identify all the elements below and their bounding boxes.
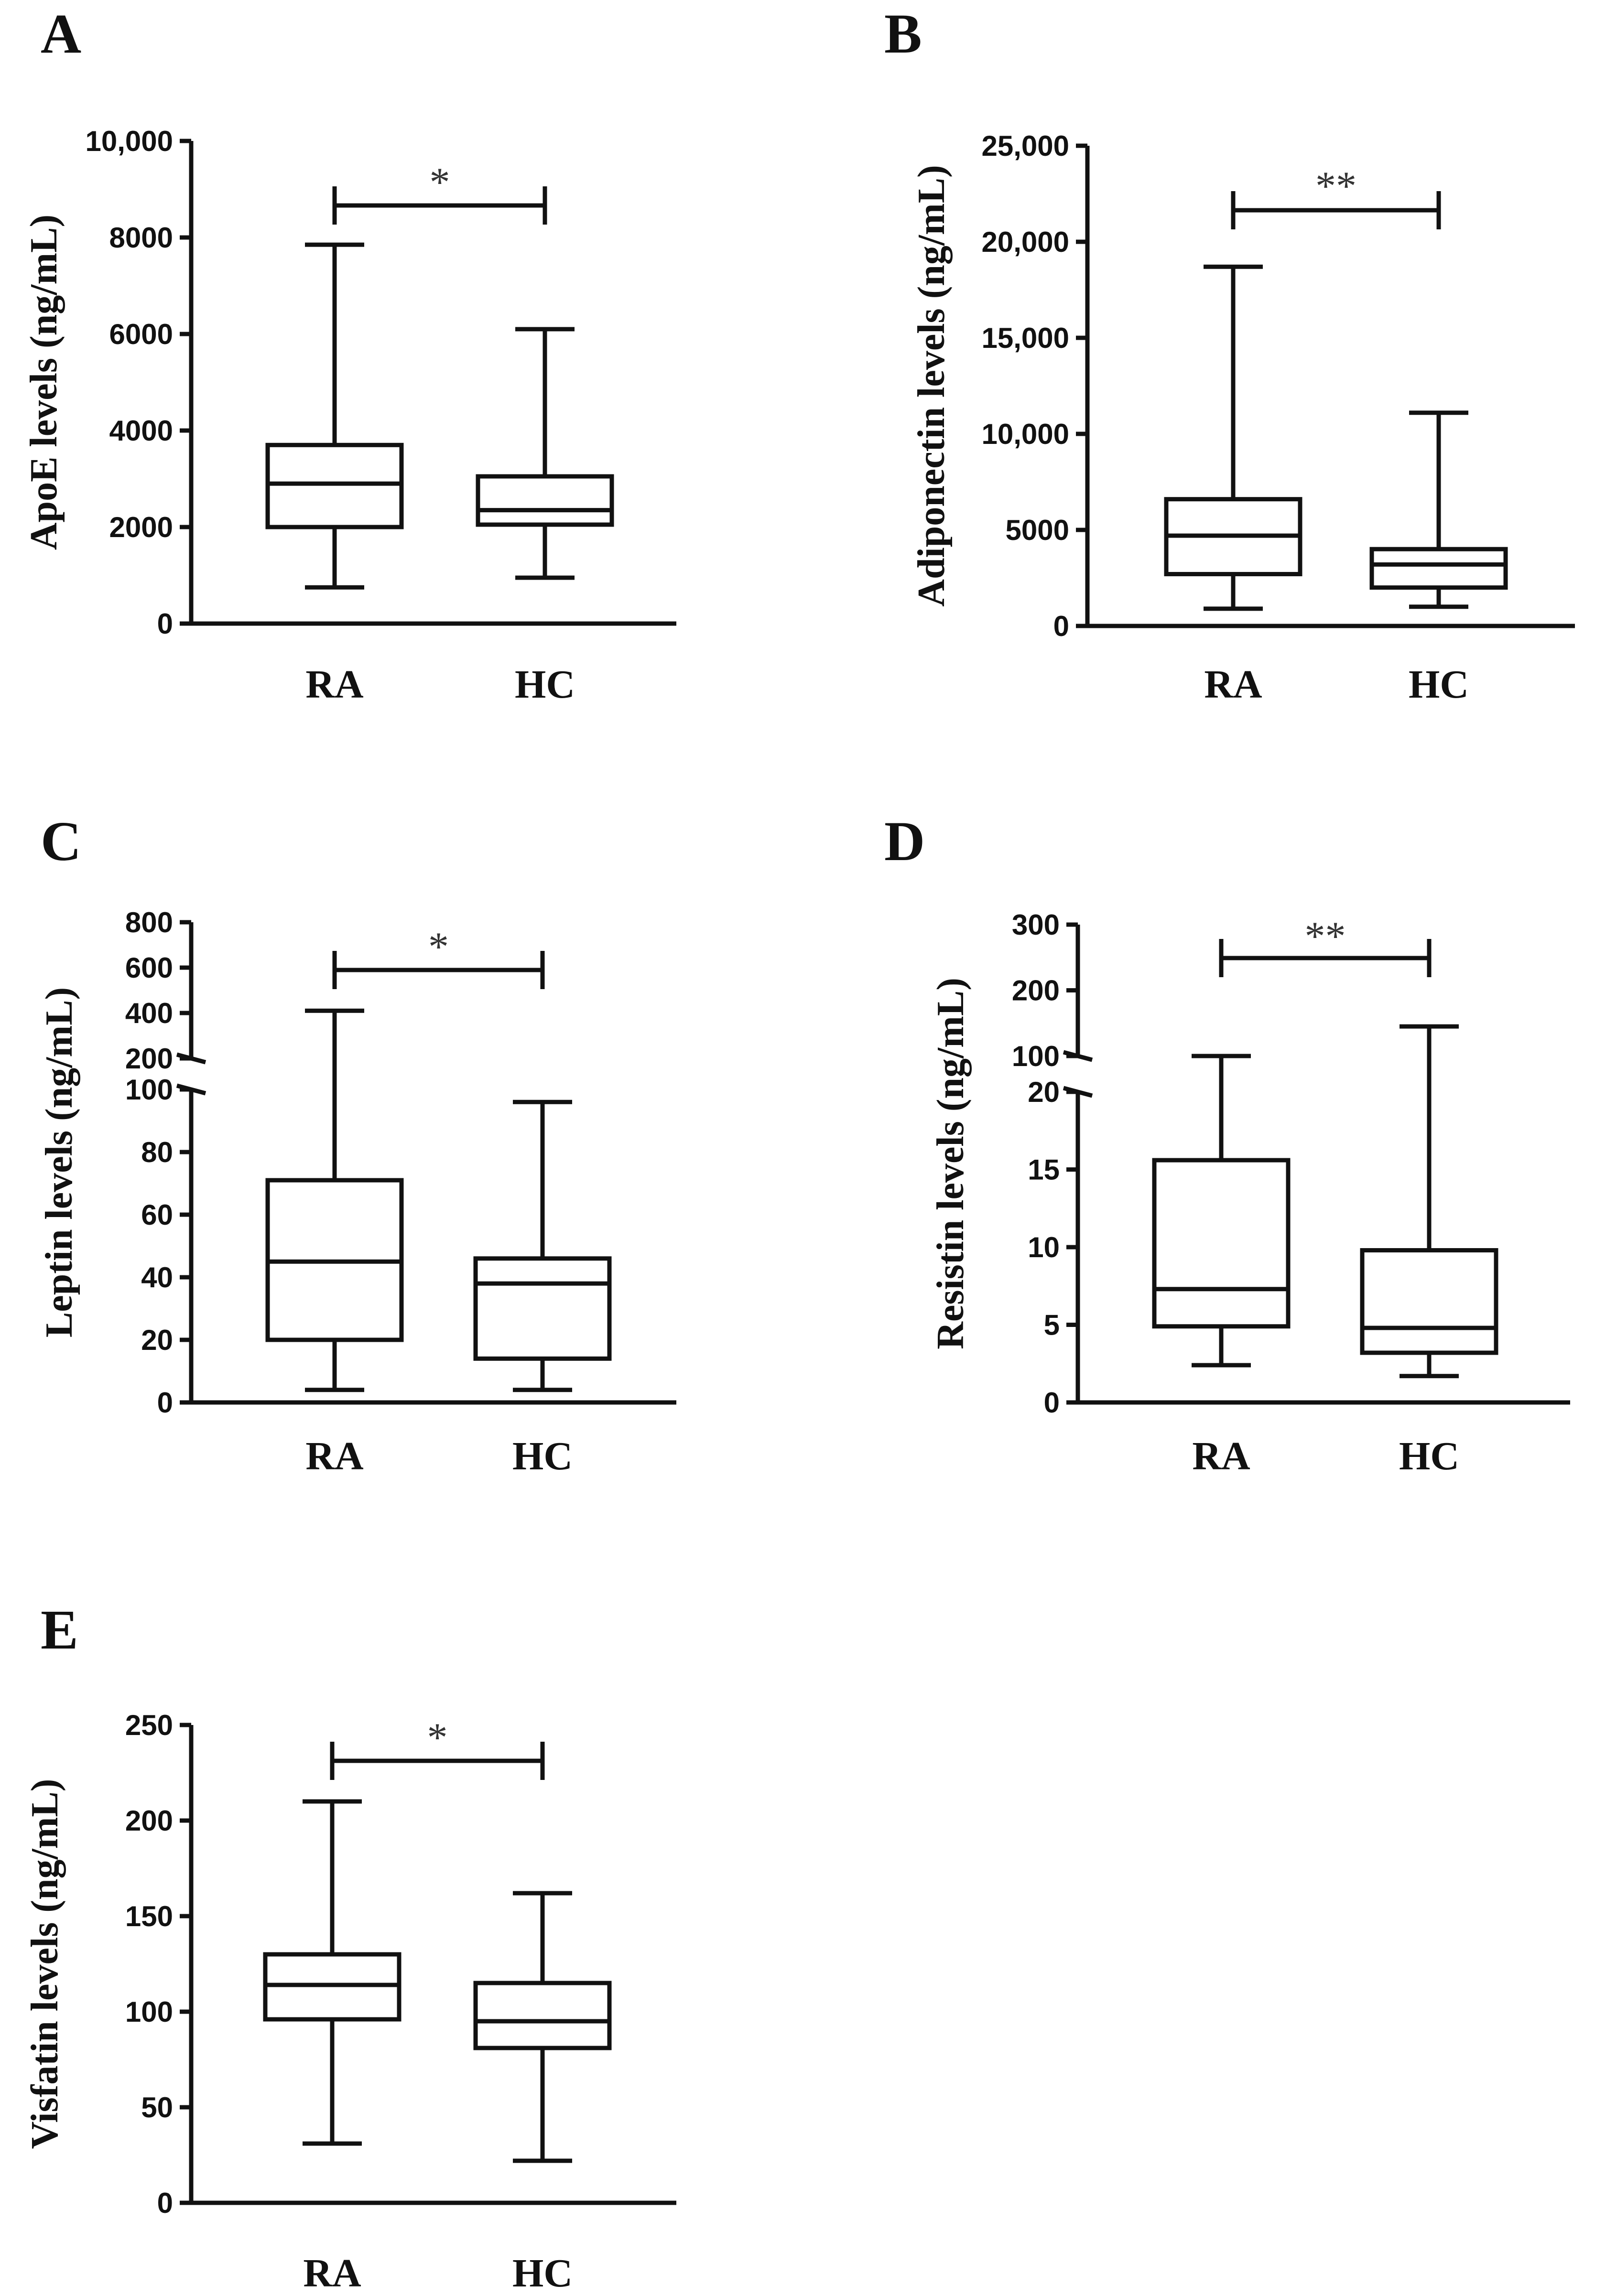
significance-label: * (427, 1714, 448, 1760)
y-tick-label: 15,000 (981, 322, 1069, 354)
panel-letter-c: C (41, 810, 81, 873)
x-category-label: HC (512, 1434, 573, 1478)
y-tick-label: 800 (125, 906, 173, 938)
y-tick-label: 20 (1028, 1076, 1060, 1108)
y-axis-title: Visfatin levels (ng/mL) (24, 1779, 66, 2149)
box-ra (265, 442, 404, 529)
panel-letter-d: D (884, 810, 925, 873)
y-tick-label: 25,000 (981, 130, 1069, 162)
y-tick-label: 100 (1012, 1040, 1060, 1072)
panel-letter-a: A (41, 2, 81, 65)
y-tick-label: 150 (125, 1900, 173, 1932)
y-axis-title: Adiponectin levels (ng/mL) (911, 165, 953, 606)
significance-label: * (430, 159, 450, 205)
y-tick-label: 200 (1012, 975, 1060, 1007)
x-category-label: HC (1409, 662, 1469, 707)
y-tick-label: 20,000 (981, 226, 1069, 258)
y-tick-label: 300 (1012, 909, 1060, 941)
significance-label: * (428, 924, 449, 970)
y-tick-label: 6000 (109, 318, 173, 350)
y-tick-label: 0 (157, 2187, 173, 2219)
x-category-label: RA (305, 662, 364, 707)
x-category-label: RA (303, 2251, 361, 2296)
y-tick-label: 5 (1044, 1309, 1060, 1341)
y-tick-label: 50 (141, 2091, 173, 2124)
box-ra (1152, 1158, 1291, 1329)
y-tick-label: 10,000 (85, 125, 173, 157)
y-tick-label: 20 (141, 1324, 173, 1356)
box-hc (473, 1981, 612, 2050)
y-axis-title: Resistin levels (ng/mL) (930, 978, 972, 1349)
significance-label: ** (1305, 913, 1346, 959)
x-category-label: HC (515, 662, 575, 707)
axis-break-mark (176, 1052, 206, 1065)
axis-break-mark (176, 1083, 206, 1096)
y-tick-label: 15 (1028, 1154, 1060, 1186)
y-tick-label: 8000 (109, 222, 173, 254)
y-tick-label: 2000 (109, 511, 173, 543)
y-tick-label: 250 (125, 1709, 173, 1741)
y-tick-label: 0 (1053, 610, 1069, 642)
y-tick-label: 5000 (1006, 514, 1069, 546)
y-tick-label: 80 (141, 1136, 173, 1168)
y-tick-label: 10,000 (981, 418, 1069, 450)
y-axis-title: Leptin levels (ng/mL) (38, 987, 80, 1337)
x-category-label: RA (305, 1434, 364, 1478)
y-axis-title: ApoE levels (ng/mL) (23, 215, 65, 550)
y-tick-label: 600 (125, 952, 173, 984)
y-tick-label: 0 (1044, 1387, 1060, 1419)
y-tick-label: 100 (125, 1996, 173, 2028)
y-tick-label: 0 (157, 1387, 173, 1419)
y-tick-label: 200 (125, 1043, 173, 1075)
x-category-label: RA (1192, 1434, 1250, 1478)
box-hc (1369, 547, 1508, 590)
box-hc (1360, 1248, 1498, 1355)
y-tick-label: 0 (157, 608, 173, 640)
box-hc (473, 1256, 612, 1361)
x-category-label: HC (1399, 1434, 1459, 1478)
panel-letter-e: E (41, 1598, 78, 1661)
significance-label: ** (1315, 163, 1356, 209)
y-tick-label: 60 (141, 1199, 173, 1231)
box-hc (476, 474, 614, 527)
y-tick-label: 400 (125, 997, 173, 1029)
y-tick-label: 10 (1028, 1231, 1060, 1263)
x-category-label: HC (512, 2251, 573, 2296)
y-tick-label: 40 (141, 1261, 173, 1294)
axis-break-mark (1063, 1050, 1093, 1062)
y-tick-label: 4000 (109, 415, 173, 447)
y-tick-label: 100 (125, 1074, 173, 1106)
x-category-label: RA (1204, 662, 1262, 707)
panel-letter-b: B (884, 2, 922, 65)
y-tick-label: 200 (125, 1805, 173, 1837)
axis-break-mark (1063, 1086, 1093, 1098)
